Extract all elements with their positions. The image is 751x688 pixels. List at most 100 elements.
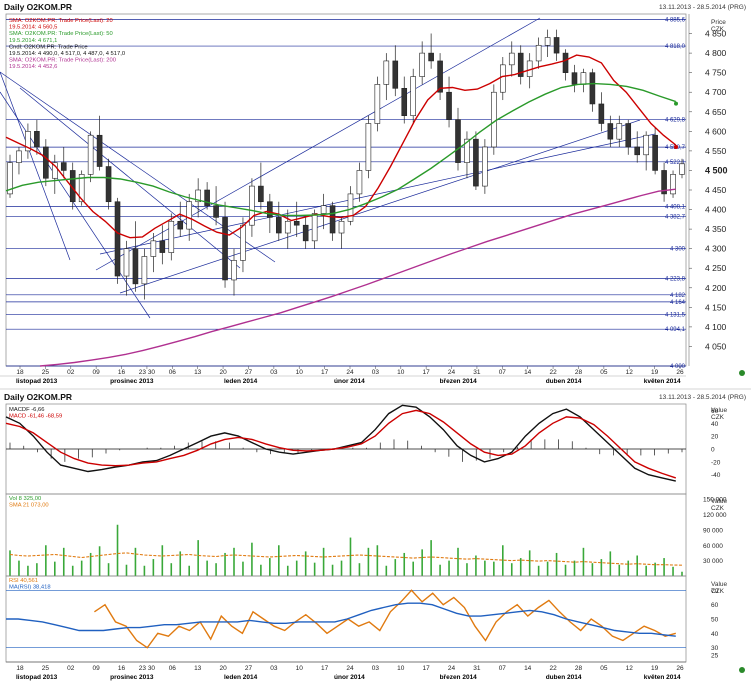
level-label: 4 131,5 bbox=[665, 313, 686, 319]
x-tick-label: 24 bbox=[448, 369, 456, 376]
level-label: 4 885,6 bbox=[665, 18, 686, 24]
x-tick-label: 25 bbox=[42, 369, 50, 376]
price-y-tick-label: 4 850 bbox=[705, 29, 727, 39]
bottom-x-tick-label: 02 bbox=[67, 665, 75, 672]
sma50-marker bbox=[674, 101, 678, 106]
candle-body bbox=[410, 76, 417, 116]
candle-body bbox=[258, 185, 264, 203]
bottom-x-tick-label: 17 bbox=[423, 665, 431, 672]
rsi-line bbox=[94, 589, 676, 649]
x-tick-label: 07 bbox=[499, 369, 507, 376]
bottom-x-tick-label: 09 bbox=[93, 665, 101, 672]
volume-legend-entry: SMA 21 073,00 bbox=[9, 503, 49, 509]
scroll-indicator bbox=[739, 370, 745, 376]
x-tick-label: 02 bbox=[67, 369, 75, 376]
bottom-x-tick-label: 20 bbox=[219, 665, 227, 672]
bottom-x-tick-label: 31 bbox=[473, 665, 481, 672]
rsi-y-tick-label: 70 bbox=[711, 588, 719, 595]
trend-line bbox=[0, 71, 71, 261]
candle-body bbox=[114, 201, 121, 277]
candle-body bbox=[652, 134, 658, 171]
bottom-x-tick-label: 28 bbox=[575, 665, 583, 672]
x-tick-label: 31 bbox=[473, 369, 481, 376]
x-tick-label: 05 bbox=[600, 369, 608, 376]
candle-body bbox=[473, 138, 479, 187]
candle-body bbox=[302, 224, 309, 242]
bottom-x-tick-label: 14 bbox=[524, 665, 532, 672]
rsi-y-tick-label: 30 bbox=[711, 645, 719, 652]
level-label: 4 000 bbox=[670, 364, 686, 370]
candle-body bbox=[482, 146, 488, 187]
bottom-x-tick-label: 25 bbox=[42, 665, 50, 672]
x-tick-label: 17 bbox=[321, 369, 329, 376]
volume-y-tick-label: 150 000 bbox=[703, 497, 727, 504]
candle-body bbox=[249, 185, 255, 226]
bottom-x-tick-label: 27 bbox=[245, 665, 253, 672]
candle-body bbox=[240, 224, 246, 261]
macd-y-tick-label: 60 bbox=[711, 408, 719, 415]
candle-body bbox=[544, 37, 551, 46]
volume-sma-line bbox=[9, 552, 683, 566]
x-tick-label: 10 bbox=[397, 369, 405, 376]
price-y-tick-label: 4 600 bbox=[705, 126, 727, 136]
level-label: 4 818,0 bbox=[665, 44, 686, 50]
indicator-title: Daily O2KOM.PR bbox=[4, 392, 72, 402]
x-tick-label: 17 bbox=[423, 369, 431, 376]
x-tick-label: 27 bbox=[245, 369, 253, 376]
bottom-x-tick-label: 07 bbox=[499, 665, 507, 672]
price-y-tick-label: 4 150 bbox=[705, 302, 727, 312]
candle-body bbox=[499, 64, 506, 93]
candle-body bbox=[607, 123, 614, 140]
bottom-x-month-label: listopad 2013 bbox=[16, 674, 58, 681]
volume-y-tick-label: 30 000 bbox=[703, 558, 723, 565]
ma-rsi-line bbox=[6, 602, 676, 637]
sma20-line bbox=[5, 54, 677, 239]
level-label: 4 164 bbox=[670, 300, 686, 306]
candle-body bbox=[437, 60, 443, 93]
candle-body bbox=[96, 134, 103, 167]
x-tick-label: 18 bbox=[16, 369, 24, 376]
bottom-scroll-indicator bbox=[739, 667, 745, 673]
rsi-unit-label: Value bbox=[711, 581, 728, 588]
price-legend-entry: 19.5.2014: 4 671,1 bbox=[9, 38, 57, 44]
volume-legend-entry: Vol 8 325,00 bbox=[9, 496, 41, 502]
candle-body bbox=[580, 72, 587, 85]
candle-body bbox=[464, 138, 470, 163]
volume-y-tick-label: 90 000 bbox=[703, 527, 723, 534]
candle-body bbox=[383, 60, 390, 85]
candle-body bbox=[401, 88, 408, 116]
candle-body bbox=[293, 220, 300, 226]
price-y-tick-label: 4 100 bbox=[705, 322, 727, 332]
macd-legend-entry: MACD -61,46 -68,59 bbox=[9, 414, 62, 420]
bottom-x-tick-label: 12 bbox=[626, 665, 634, 672]
level-label: 4 223,8 bbox=[665, 276, 686, 282]
macd-y-tick-label: -40 bbox=[711, 472, 721, 479]
trend-line bbox=[0, 91, 151, 319]
x-month-label: prosinec 2013 bbox=[110, 378, 154, 385]
candle-body bbox=[213, 205, 219, 218]
x-month-label: duben 2014 bbox=[546, 378, 582, 385]
candle-body bbox=[679, 163, 685, 175]
volume-y-tick-label: 60 000 bbox=[703, 543, 723, 550]
candle-body bbox=[562, 52, 569, 73]
price-y-tick-label: 4 450 bbox=[705, 185, 727, 195]
level-label: 4 408,1 bbox=[665, 204, 686, 210]
candle-body bbox=[284, 220, 291, 234]
x-tick-label: 26 bbox=[676, 369, 684, 376]
date-range: 13.11.2013 - 28.5.2014 (PRG) bbox=[659, 4, 746, 11]
sma200-line bbox=[39, 188, 676, 367]
candle-body bbox=[87, 134, 94, 175]
price-legend-entry: 19.5.2014: 4 560,5 bbox=[9, 25, 57, 31]
bottom-x-tick-label: 26 bbox=[676, 665, 684, 672]
bottom-x-tick-label: 23 30 bbox=[139, 665, 156, 672]
x-tick-label: 09 bbox=[93, 369, 101, 376]
bottom-x-month-label: květen 2014 bbox=[644, 674, 681, 681]
rsi-y-tick-label: 25 bbox=[711, 652, 719, 659]
price-y-tick-label: 4 550 bbox=[705, 146, 727, 156]
price-unit-label: Price bbox=[711, 19, 726, 26]
macd-legend-entry: MACDF -6,66 bbox=[9, 407, 44, 413]
price-legend-entry: 19.5.2014: 4 490,0, 4 517,0, 4 487,0, 4 … bbox=[9, 51, 125, 57]
candle-body bbox=[51, 162, 58, 179]
price-legend-entry: 19.5.2014: 4 452,6 bbox=[9, 64, 57, 70]
rsi-y-tick-label: 40 bbox=[711, 631, 719, 638]
